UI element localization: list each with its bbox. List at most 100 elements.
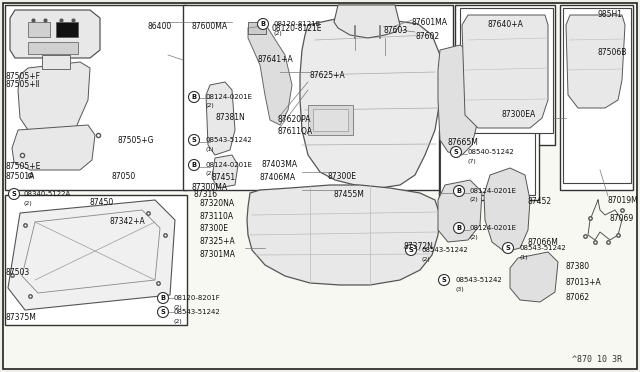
Text: 87062: 87062 — [565, 293, 589, 302]
Text: B: B — [260, 21, 266, 27]
Text: (3): (3) — [455, 286, 464, 292]
Bar — [308, 105, 353, 135]
Text: (2): (2) — [470, 198, 479, 202]
Circle shape — [502, 243, 513, 253]
Circle shape — [257, 19, 269, 29]
Bar — [183, 5, 453, 190]
Circle shape — [157, 292, 168, 304]
Text: (2): (2) — [274, 31, 283, 35]
Text: 87505+F: 87505+F — [5, 72, 40, 81]
Bar — [460, 8, 553, 133]
Text: 87066M: 87066M — [527, 238, 558, 247]
Text: S: S — [506, 245, 510, 251]
Text: 87380: 87380 — [565, 262, 589, 271]
Text: 08124-0201E: 08124-0201E — [470, 225, 517, 231]
Polygon shape — [12, 125, 95, 170]
Text: 87381N: 87381N — [215, 113, 244, 122]
Text: 87019M: 87019M — [608, 196, 639, 205]
Text: 87503: 87503 — [5, 268, 29, 277]
Circle shape — [157, 307, 168, 317]
Circle shape — [454, 222, 465, 234]
Polygon shape — [300, 18, 440, 188]
Text: S: S — [161, 309, 165, 315]
Polygon shape — [462, 15, 548, 128]
Circle shape — [189, 160, 200, 170]
Text: B: B — [161, 295, 166, 301]
Text: 87300MA: 87300MA — [192, 183, 228, 192]
Text: (2): (2) — [24, 201, 33, 205]
Text: 87300E: 87300E — [328, 172, 357, 181]
Polygon shape — [18, 62, 90, 130]
Text: (1): (1) — [205, 147, 214, 151]
Text: 87342+A: 87342+A — [110, 217, 146, 226]
Bar — [42, 55, 70, 69]
Text: 87403MA: 87403MA — [262, 160, 298, 169]
Text: 08540-51242: 08540-51242 — [467, 149, 514, 155]
Polygon shape — [206, 82, 235, 155]
Text: S: S — [12, 191, 17, 197]
Text: (2): (2) — [174, 318, 183, 324]
Text: 87372N: 87372N — [404, 242, 434, 251]
Text: 08120-8121E: 08120-8121E — [272, 24, 323, 33]
Bar — [455, 5, 555, 145]
Polygon shape — [248, 22, 292, 125]
Circle shape — [189, 135, 200, 145]
Text: 08120-8121E: 08120-8121E — [274, 21, 321, 27]
Bar — [439, 130, 539, 200]
Text: 86400: 86400 — [148, 22, 172, 31]
Text: 87600MA: 87600MA — [192, 22, 228, 31]
Text: 87603: 87603 — [383, 26, 407, 35]
Text: (7): (7) — [467, 158, 476, 164]
Text: 08543-51242: 08543-51242 — [174, 309, 221, 315]
Text: 08543-51242: 08543-51242 — [455, 277, 502, 283]
Text: ^870 10 3R: ^870 10 3R — [572, 355, 622, 364]
Text: 87406MA: 87406MA — [260, 173, 296, 182]
Circle shape — [451, 147, 461, 157]
Text: S: S — [454, 149, 458, 155]
Text: 87325+A: 87325+A — [199, 237, 235, 246]
Text: (2): (2) — [174, 305, 183, 310]
Bar — [5, 195, 187, 325]
Text: 87069: 87069 — [610, 214, 634, 223]
Text: 87300EA: 87300EA — [502, 110, 536, 119]
Text: 08120-8201F: 08120-8201F — [174, 295, 221, 301]
Polygon shape — [247, 185, 440, 285]
Text: 87601MA: 87601MA — [412, 18, 448, 27]
Text: (2): (2) — [470, 234, 479, 240]
Text: 985H1: 985H1 — [598, 10, 623, 19]
Polygon shape — [510, 252, 558, 302]
Text: 87050: 87050 — [112, 172, 136, 181]
Text: 87641+A: 87641+A — [258, 55, 294, 64]
Text: 87625+A: 87625+A — [310, 71, 346, 80]
Text: S: S — [442, 277, 446, 283]
Text: S: S — [191, 137, 196, 143]
Circle shape — [438, 275, 449, 285]
Text: 87301MA: 87301MA — [199, 250, 235, 259]
Text: 87013+A: 87013+A — [565, 278, 601, 287]
Text: 08543-51242: 08543-51242 — [205, 137, 252, 143]
Text: 87320NA: 87320NA — [199, 199, 234, 208]
Text: 87640+A: 87640+A — [488, 20, 524, 29]
Text: 87501A: 87501A — [5, 172, 35, 181]
Text: 08124-0201E: 08124-0201E — [205, 94, 252, 100]
Bar — [28, 42, 78, 54]
Text: (2): (2) — [205, 171, 214, 176]
Text: B: B — [191, 94, 196, 100]
Text: 87300E: 87300E — [199, 224, 228, 233]
Text: S: S — [408, 247, 413, 253]
Text: 87505+G: 87505+G — [118, 136, 154, 145]
Text: B: B — [456, 188, 461, 194]
Text: 87455M: 87455M — [334, 190, 365, 199]
Bar — [440, 133, 535, 195]
Bar — [56, 22, 78, 37]
Circle shape — [189, 92, 200, 103]
Text: 87451: 87451 — [212, 173, 236, 182]
Text: 08340-5122A: 08340-5122A — [24, 191, 71, 197]
Circle shape — [406, 244, 417, 256]
Text: (2): (2) — [205, 103, 214, 109]
Text: 08124-0201E: 08124-0201E — [470, 188, 517, 194]
Text: 87505+E: 87505+E — [5, 162, 40, 171]
Polygon shape — [212, 155, 238, 188]
Text: 87506B: 87506B — [597, 48, 627, 57]
Text: 87620PA: 87620PA — [278, 115, 312, 124]
